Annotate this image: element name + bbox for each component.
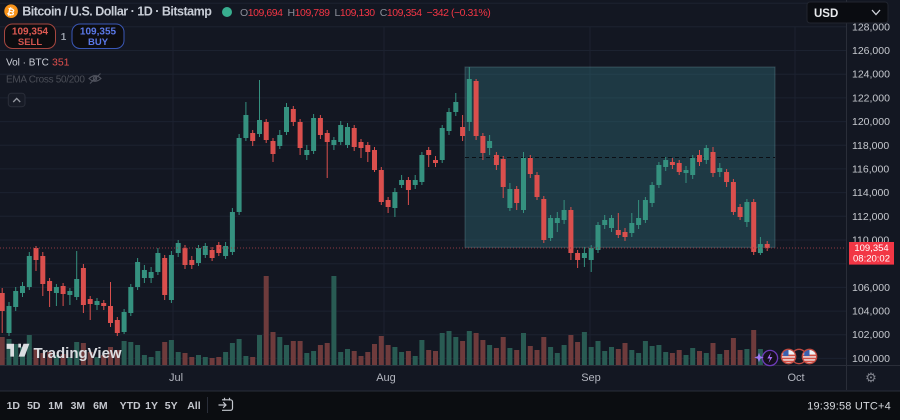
svg-text:Jul: Jul: [169, 372, 183, 384]
svg-text:Bitcoin / U.S. Dollar · 1D · B: Bitcoin / U.S. Dollar · 1D · Bitstamp: [22, 5, 212, 19]
svg-text:SELL: SELL: [18, 37, 42, 48]
svg-text:₿: ₿: [6, 6, 16, 19]
svg-text:EMA Cross 50/200: EMA Cross 50/200: [6, 75, 85, 86]
svg-text:Aug: Aug: [376, 372, 396, 384]
svg-text:1M: 1M: [48, 400, 63, 412]
svg-text:120,000: 120,000: [852, 116, 890, 128]
svg-text:6M: 6M: [93, 400, 108, 412]
svg-text:114,000: 114,000: [852, 187, 889, 199]
svg-text:102,000: 102,000: [852, 329, 890, 341]
svg-text:BUY: BUY: [88, 37, 109, 48]
svg-text:5D: 5D: [27, 400, 41, 412]
svg-text:USD: USD: [814, 8, 838, 20]
svg-text:YTD: YTD: [120, 400, 141, 412]
svg-text:118,000: 118,000: [852, 140, 889, 152]
svg-text:116,000: 116,000: [852, 163, 889, 175]
svg-text:109,354: 109,354: [854, 243, 888, 254]
svg-text:104,000: 104,000: [852, 306, 890, 318]
svg-text:3M: 3M: [71, 400, 86, 412]
svg-text:109,354: 109,354: [12, 27, 49, 38]
svg-text:⚙: ⚙: [865, 370, 877, 385]
svg-text:1D: 1D: [7, 400, 21, 412]
svg-text:1: 1: [61, 32, 67, 43]
svg-text:Sep: Sep: [581, 372, 601, 384]
svg-text:109,355: 109,355: [80, 27, 117, 38]
svg-text:126,000: 126,000: [852, 45, 890, 57]
svg-text:TradingView: TradingView: [34, 345, 122, 362]
svg-text:Vol · BTC: Vol · BTC: [6, 58, 49, 69]
svg-text:128,000: 128,000: [852, 21, 890, 33]
svg-text:112,000: 112,000: [852, 211, 889, 223]
svg-text:19:39:58 UTC+4: 19:39:58 UTC+4: [807, 401, 891, 413]
svg-text:Oct: Oct: [787, 372, 804, 384]
svg-text:08:20:02: 08:20:02: [853, 254, 890, 265]
svg-text:106,000: 106,000: [852, 282, 890, 294]
svg-text:All: All: [187, 400, 201, 412]
svg-text:124,000: 124,000: [852, 69, 890, 81]
svg-text:1Y: 1Y: [145, 400, 158, 412]
svg-text:122,000: 122,000: [852, 92, 890, 104]
svg-text:351: 351: [52, 57, 70, 69]
svg-text:5Y: 5Y: [165, 400, 178, 412]
svg-text:100,000: 100,000: [852, 353, 890, 365]
